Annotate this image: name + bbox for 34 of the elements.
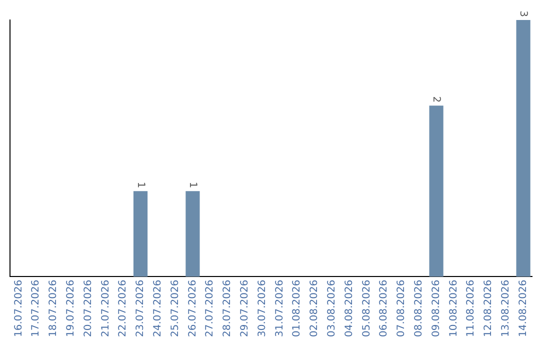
x-tick-label: 25.07.2026 [170,280,181,338]
x-tick-label: 18.07.2026 [48,280,60,338]
x-tick-label: 01.08.2026 [292,280,303,338]
x-tick-label: 22.07.2026 [118,280,129,338]
x-tick-label: 26.07.2026 [187,280,198,338]
x-tick-label: 02.08.2026 [309,280,320,338]
x-tick-label: 23.07.2026 [135,280,146,338]
x-tick-label: 03.08.2026 [326,280,338,338]
x-tick-label: 14.08.2026 [518,280,529,338]
x-tick-label: 24.07.2026 [152,280,164,338]
x-tick-label: 09.08.2026 [430,280,442,338]
data-label: 2 [430,96,442,103]
x-tick-label: 05.08.2026 [361,280,372,338]
data-label: 1 [134,182,146,188]
x-tick-label: 10.08.2026 [448,280,460,338]
data-label: 1 [187,182,198,188]
x-tick-label: 19.07.2026 [65,280,76,338]
data-label: 3 [518,10,529,17]
x-tick-label: 13.08.2026 [500,280,512,338]
x-tick-label: 28.07.2026 [222,280,234,338]
x-tick-label: 06.08.2026 [378,280,390,338]
x-tick-label: 31.07.2026 [274,280,286,338]
x-tick-label: 16.07.2026 [13,280,24,338]
x-tick-label: 21.07.2026 [100,280,112,338]
x-tick-label: 12.08.2026 [483,280,494,338]
x-tick-label: 07.08.2026 [396,280,408,338]
x-tick-label: 11.08.2026 [466,280,477,338]
x-tick-label: 20.07.2026 [82,280,94,338]
x-tick-label: 29.07.2026 [239,280,250,338]
x-tick-label: 27.07.2026 [204,280,216,338]
x-tick-label: 30.07.2026 [256,280,268,338]
x-tick-label: 08.08.2026 [413,280,424,338]
x-tick-label: 04.08.2026 [344,280,355,338]
x-tick-label: 17.07.2026 [30,280,42,338]
